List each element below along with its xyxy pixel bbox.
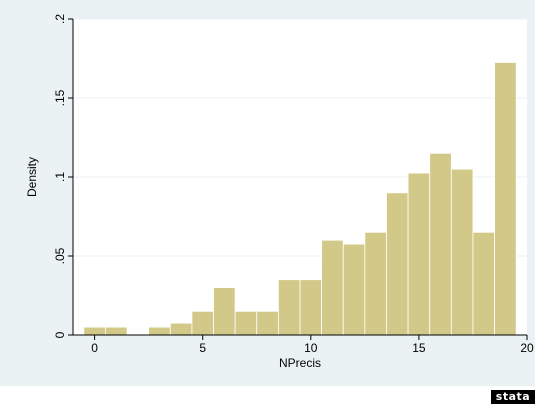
y-axis-label: Density xyxy=(25,157,39,197)
y-tick-label: 0 xyxy=(53,331,67,338)
histogram-chart: 0 5 10 15 20 0 .05 .1 .15 .2 NPrecis Density xyxy=(25,14,534,370)
y-tick-label: .1 xyxy=(53,172,67,182)
x-tick-label: 10 xyxy=(304,341,318,355)
axes: 0 5 10 15 20 0 .05 .1 .15 .2 xyxy=(53,14,534,355)
histogram-bar xyxy=(450,168,474,336)
histogram-bar xyxy=(472,231,495,336)
y-tick-label: .15 xyxy=(53,89,67,106)
histogram-bar xyxy=(494,62,517,336)
histogram-bar xyxy=(364,231,387,336)
x-tick-label: 15 xyxy=(412,341,426,355)
histogram-bar xyxy=(321,239,344,336)
histogram-bar xyxy=(169,322,193,336)
y-tick-label: .05 xyxy=(53,247,67,264)
histogram-bar xyxy=(342,243,366,336)
histogram-bar xyxy=(213,287,236,336)
bars xyxy=(83,62,517,336)
y-tick-label: .2 xyxy=(53,14,67,24)
x-tick-label: 5 xyxy=(199,341,206,355)
histogram-bar xyxy=(277,279,301,336)
histogram-bar xyxy=(105,326,128,336)
histogram-bar xyxy=(83,326,106,336)
x-axis-label: NPrecis xyxy=(279,356,321,370)
histogram-bar xyxy=(148,326,171,336)
histogram-bar xyxy=(299,279,323,336)
histogram-bar xyxy=(256,310,279,336)
histogram-bar xyxy=(234,310,258,336)
x-tick-label: 0 xyxy=(91,341,98,355)
histogram-bar xyxy=(407,172,431,336)
stata-logo: stata xyxy=(491,390,535,404)
histogram-bar xyxy=(386,192,409,336)
x-tick-label: 20 xyxy=(520,341,534,355)
histogram-bar xyxy=(429,152,452,336)
histogram-bar xyxy=(191,310,214,336)
